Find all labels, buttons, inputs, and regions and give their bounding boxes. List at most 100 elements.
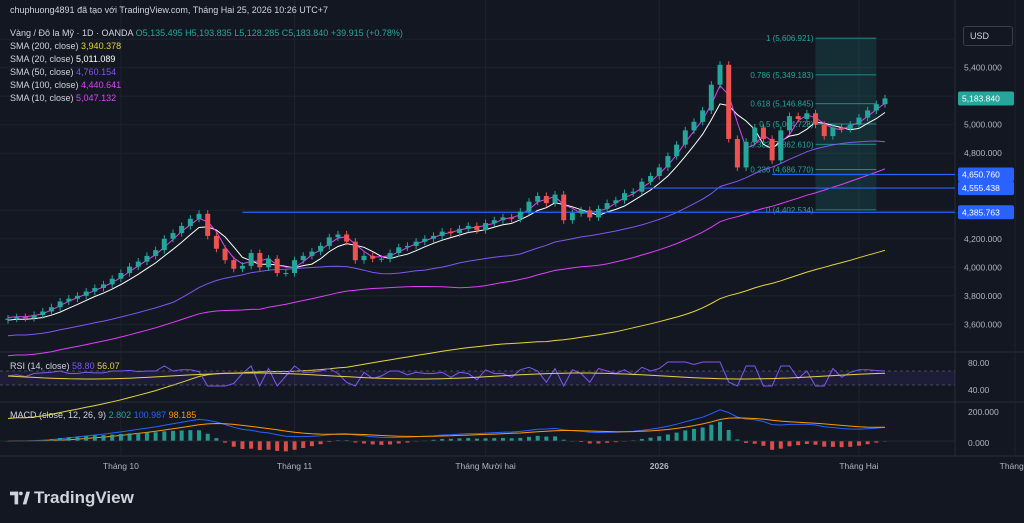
candle-body — [430, 235, 436, 239]
y-tick-label: 3,600.000 — [964, 319, 1002, 329]
candle-body — [396, 247, 402, 254]
macd-histogram-bar — [75, 436, 80, 441]
macd-histogram-bar — [170, 430, 175, 441]
price-label: 4,650.760 — [962, 169, 1000, 179]
y-tick-label: 4,000.000 — [964, 262, 1002, 272]
candle-body — [309, 251, 315, 256]
candle-body — [691, 121, 697, 131]
macd-histogram-bar — [822, 441, 827, 447]
macd-axis-label: 200.000 — [968, 407, 999, 417]
price-label-box — [958, 91, 1014, 106]
rsi-legend[interactable]: RSI (14, close) 58.80 56.07 — [10, 361, 120, 371]
indicator-sma-50[interactable]: SMA (50, close) 4,760.154 — [10, 67, 116, 77]
x-tick-label: 2026 — [650, 461, 669, 471]
candle-body — [587, 210, 593, 218]
macd-histogram-bar — [848, 441, 853, 447]
macd-legend[interactable]: MACD (close, 12, 26, 9) 2.802 100.987 98… — [10, 410, 196, 420]
candle-body — [839, 127, 845, 129]
candle-body — [265, 258, 271, 268]
candle-body — [726, 64, 732, 139]
candle-body — [248, 253, 254, 266]
candle-body — [604, 203, 610, 209]
macd-histogram-bar — [457, 438, 462, 441]
candle-body — [40, 311, 46, 316]
candle-body — [708, 84, 714, 111]
macd-histogram-bar — [526, 436, 531, 441]
macd-histogram-bar — [153, 432, 158, 441]
candle-body — [622, 193, 628, 201]
candle-body — [474, 225, 480, 231]
macd-histogram-bar — [49, 439, 54, 441]
candle-body — [135, 261, 141, 267]
indicator-sma-100[interactable]: SMA (100, close) 4,440.641 — [10, 80, 121, 90]
macd-histogram-bar — [761, 441, 766, 446]
candle-body — [830, 127, 836, 137]
candle-body — [847, 124, 853, 129]
symbol-legend: Vàng / Đô la Mỹ · 1D · OANDA O5,135.495 … — [10, 28, 403, 38]
macd-histogram-bar — [874, 441, 879, 443]
indicator-label: SMA (10, close) — [10, 93, 74, 103]
candle-body — [578, 210, 584, 214]
candle-body — [213, 235, 219, 249]
macd-histogram-bar — [214, 438, 219, 441]
candle-body — [48, 307, 54, 312]
candle-body — [387, 253, 393, 259]
candle-body — [378, 258, 384, 260]
macd-histogram-bar — [744, 441, 749, 443]
sma-200-line — [7, 249, 886, 419]
macd-histogram-bar — [613, 441, 618, 443]
candle-body — [865, 110, 871, 118]
macd-histogram-bar — [92, 435, 97, 441]
macd-histogram-bar — [691, 428, 696, 441]
indicator-sma-10[interactable]: SMA (10, close) 5,047.132 — [10, 93, 116, 103]
candle-body — [14, 317, 20, 319]
rsi-band — [0, 371, 955, 385]
candle-body — [239, 265, 245, 269]
rsi-label: RSI (14, close) — [10, 361, 70, 371]
candle-body — [448, 231, 454, 234]
sma-100-line — [7, 168, 886, 357]
macd-histogram-bar — [327, 441, 332, 442]
sma-20-line — [7, 103, 886, 321]
macd-histogram-bar — [448, 438, 453, 441]
candle-body — [639, 181, 645, 192]
macd-histogram-bar — [66, 437, 71, 441]
macd-histogram-bar — [813, 441, 818, 445]
macd-histogram-bar — [301, 441, 306, 448]
candle-body — [274, 258, 280, 273]
candle-body — [795, 116, 801, 119]
candle-body — [292, 260, 298, 273]
y-tick-label: 4,800.000 — [964, 148, 1002, 158]
macd-histogram-bar — [509, 438, 514, 441]
candle-body — [257, 253, 263, 268]
candle-body — [535, 195, 541, 202]
macd-histogram-bar — [396, 441, 401, 444]
macd-histogram-bar — [683, 430, 688, 441]
macd-histogram-bar — [561, 439, 566, 441]
candle-body — [656, 167, 662, 177]
candle-body — [804, 113, 810, 119]
indicator-sma-20[interactable]: SMA (20, close) 5,011.089 — [10, 54, 115, 64]
ohlc-open: O5,135.495 — [135, 28, 183, 38]
candle-body — [760, 127, 766, 139]
fib-level-label: 0.618 (5,146.845) — [750, 100, 813, 109]
candle-body — [74, 295, 80, 299]
candle-body — [665, 156, 671, 168]
indicator-sma-200[interactable]: SMA (200, close) 3,940.378 — [10, 41, 121, 51]
rsi-value-2: 56.07 — [97, 361, 120, 371]
candle-body — [500, 217, 506, 221]
y-tick-label: 4,200.000 — [964, 234, 1002, 244]
macd-histogram-bar — [804, 441, 809, 445]
candle-body — [569, 213, 575, 221]
tradingview-logo[interactable]: TradingView — [10, 488, 134, 508]
macd-histogram-bar — [162, 431, 167, 441]
macd-histogram-bar — [240, 441, 245, 449]
macd-histogram-bar — [440, 438, 445, 441]
macd-value-1: 2.802 — [108, 410, 132, 420]
currency-button[interactable]: USD — [963, 26, 1013, 46]
candle-body — [31, 315, 37, 318]
macd-axis-label: 0.000 — [968, 438, 990, 448]
candle-body — [717, 64, 723, 85]
candle-body — [734, 138, 740, 168]
